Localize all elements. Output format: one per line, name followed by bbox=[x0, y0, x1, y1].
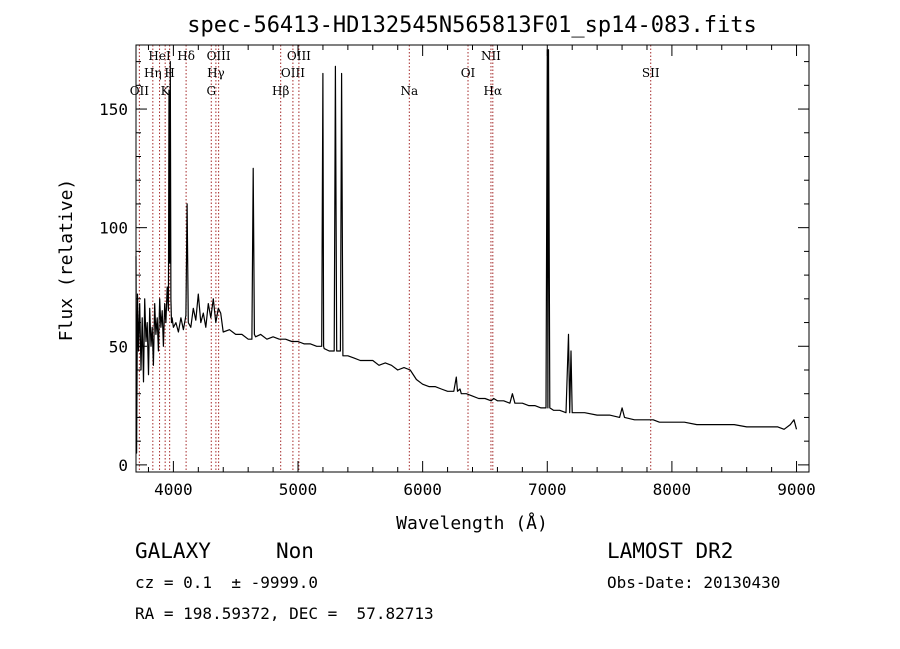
line-label-2: HeI bbox=[148, 49, 171, 63]
line-label-1: Hη bbox=[144, 66, 162, 80]
line-label-3: K bbox=[161, 84, 171, 98]
axis-ticks: 4000 5000 6000 7000 8000 9000 0 50 100 150 bbox=[99, 45, 816, 499]
line-label-8: OIII bbox=[207, 49, 231, 63]
line-label-11: OIII bbox=[287, 49, 311, 63]
line-label-5: Hδ bbox=[177, 49, 195, 63]
x-tick-label-3: 7000 bbox=[528, 480, 567, 499]
y-tick-label-2: 100 bbox=[99, 219, 128, 238]
y-axis-label: Flux (relative) bbox=[56, 179, 77, 342]
spectrum-line bbox=[135, 49, 798, 454]
x-tick-label-2: 6000 bbox=[403, 480, 442, 499]
line-label-15: Hα bbox=[484, 84, 503, 98]
x-tick-label-4: 8000 bbox=[653, 480, 692, 499]
x-tick-label-1: 5000 bbox=[279, 480, 318, 499]
y-tick-label-1: 50 bbox=[109, 337, 128, 356]
line-label-14: NII bbox=[481, 49, 501, 63]
line-label-7: Hγ bbox=[207, 66, 225, 80]
chart-title: spec-56413-HD132545N565813F01_sp14-083.f… bbox=[187, 13, 757, 38]
line-label-6: G bbox=[206, 84, 216, 98]
line-label-9: Hβ bbox=[272, 84, 289, 98]
redshift-cz: cz = 0.1 ± -9999.0 bbox=[135, 573, 318, 592]
x-axis-label: Wavelength (Å) bbox=[396, 512, 548, 534]
survey-name: LAMOST DR2 bbox=[607, 539, 733, 563]
y-tick-label-0: 0 bbox=[118, 456, 128, 475]
line-label-4: H bbox=[164, 66, 174, 80]
spectrum-series bbox=[135, 49, 798, 454]
observation-date: Obs-Date: 20130430 bbox=[607, 573, 780, 592]
line-label-13: OI bbox=[461, 66, 476, 80]
object-class: GALAXY bbox=[135, 539, 211, 563]
x-tick-label-5: 9000 bbox=[777, 480, 816, 499]
plot-frame bbox=[135, 44, 810, 473]
object-subclass: Non bbox=[276, 539, 314, 563]
ra-dec: RA = 198.59372, DEC = 57.82713 bbox=[135, 604, 434, 623]
x-tick-label-0: 4000 bbox=[154, 480, 193, 499]
line-label-16: SII bbox=[642, 66, 660, 80]
line-label-0: OII bbox=[130, 84, 150, 98]
y-tick-label-3: 150 bbox=[99, 100, 128, 119]
line-label-10: OIII bbox=[281, 66, 305, 80]
line-label-12: Na bbox=[400, 84, 418, 98]
